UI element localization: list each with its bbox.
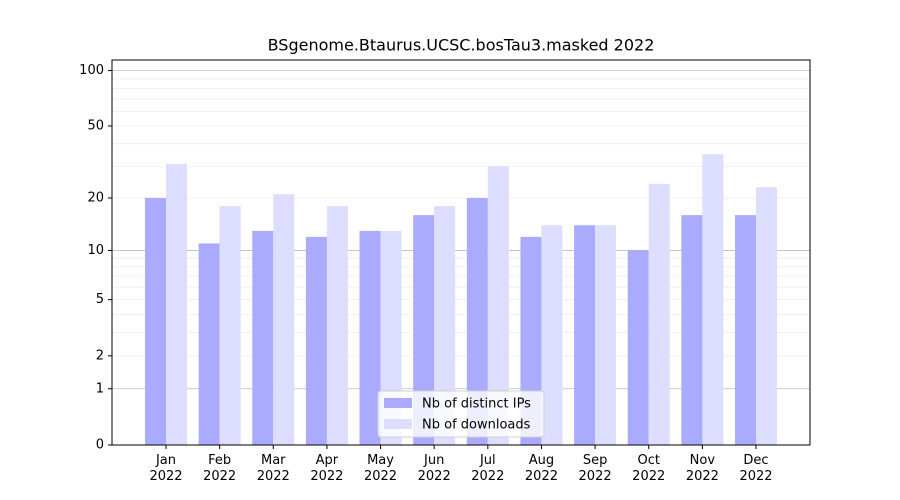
bar (735, 215, 756, 445)
bar (198, 243, 220, 445)
legend: Nb of distinct IPs Nb of downloads (377, 390, 545, 438)
y-tick-label: 1 (96, 381, 104, 396)
bar (756, 187, 777, 445)
bar (702, 154, 724, 445)
chart-title: BSgenome.Btaurus.UCSC.bosTau3.masked 202… (268, 36, 655, 55)
y-tick-label: 10 (87, 243, 104, 258)
bar (541, 225, 563, 445)
x-tick-label: Feb 2022 (203, 453, 237, 484)
bar (574, 225, 596, 445)
legend-label: Nb of downloads (422, 418, 531, 433)
x-tick-label: Mar 2022 (256, 453, 290, 484)
x-tick-label: May 2022 (363, 453, 398, 484)
x-tick-label: Nov 2022 (685, 453, 719, 484)
bar (434, 206, 456, 445)
x-tick-label: Jun 2022 (417, 453, 451, 484)
y-tick-label: 50 (87, 118, 104, 133)
bar (648, 183, 670, 445)
x-tick-label: Jan 2022 (149, 453, 183, 484)
bar (627, 250, 649, 445)
x-tick-label: Dec 2022 (739, 453, 773, 484)
bar (305, 236, 327, 445)
bar (681, 215, 703, 445)
bar (413, 215, 435, 445)
bar (359, 230, 381, 445)
x-tick-label: Oct 2022 (632, 453, 666, 484)
bar (145, 197, 166, 445)
bar (595, 225, 617, 445)
x-tick-label: Jul 2022 (471, 453, 505, 484)
y-tick-label: 20 (87, 190, 104, 205)
bar (219, 206, 241, 445)
legend-swatch (384, 419, 412, 429)
x-tick-label: Aug 2022 (524, 453, 558, 484)
plot-frame (111, 59, 811, 446)
y-tick-label: 0 (96, 438, 104, 453)
legend-box (377, 390, 545, 438)
bar (273, 194, 295, 445)
bar (466, 197, 488, 445)
y-tick-label: 2 (96, 348, 104, 363)
legend-label: Nb of distinct IPs (422, 397, 531, 412)
bar (487, 166, 509, 445)
bar (166, 163, 187, 445)
y-tick-label: 5 (96, 292, 104, 307)
y-tick-label: 100 (79, 63, 104, 78)
legend-swatch (384, 398, 412, 408)
bar (252, 230, 274, 445)
x-tick-label: Sep 2022 (578, 453, 612, 484)
bar (326, 206, 348, 445)
x-tick-label: Apr 2022 (310, 453, 344, 484)
